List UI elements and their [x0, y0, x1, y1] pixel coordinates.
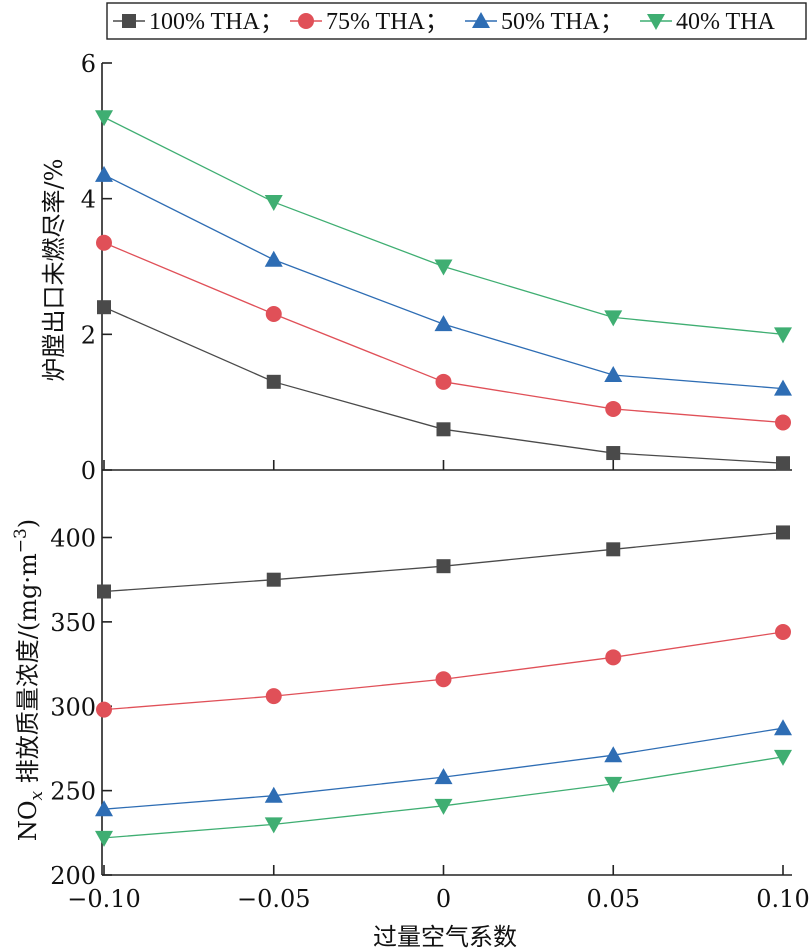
nox-label-part: NO — [14, 800, 42, 841]
top-data-point — [265, 305, 282, 322]
x-tick-label: −0.10 — [67, 885, 141, 913]
bottom-y-tick-label: 400 — [50, 525, 96, 553]
top-data-point — [604, 310, 623, 327]
top-data-point — [434, 315, 453, 332]
bottom-data-point — [96, 701, 112, 718]
bottom-y-tick-label: 250 — [50, 778, 96, 806]
top-data-point — [606, 446, 621, 461]
bottom-y-tick-label: 300 — [50, 693, 96, 721]
bottom-data-point — [435, 671, 452, 688]
top-data-point — [774, 327, 792, 344]
legend-marker — [472, 12, 490, 28]
bottom-data-point — [775, 624, 791, 640]
top-data-point — [605, 400, 622, 417]
top-y-tick-label: 2 — [81, 321, 96, 349]
top-data-point — [97, 300, 111, 315]
bottom-data-point — [264, 786, 283, 803]
bottom-panel-y-axis-title: NOx 排放质量浓度/(mg·m−3) — [11, 519, 47, 841]
nox-subscript: x — [27, 790, 47, 800]
top-data-point — [95, 110, 113, 127]
bottom-panel-plot — [95, 525, 792, 847]
bottom-data-point — [95, 830, 113, 847]
top-data-point — [266, 374, 281, 389]
top-panel-y-axis-title: 炉膛出口未燃尽率/% — [40, 159, 68, 382]
legend-marker — [647, 14, 665, 30]
bottom-data-point — [95, 800, 113, 817]
top-y-tick-label: 6 — [81, 50, 96, 78]
x-tick-label: 0.05 — [587, 885, 640, 913]
top-data-point — [264, 195, 283, 212]
bottom-data-point — [434, 798, 453, 815]
bottom-y-tick-label: 200 — [50, 862, 96, 890]
top-data-point — [604, 366, 623, 383]
legend: 100% THA； 75% THA； 50% THA； 40% THA — [106, 2, 807, 40]
top-data-point — [775, 414, 791, 431]
bottom-data-point — [436, 559, 451, 574]
bottom-data-point — [97, 584, 111, 599]
legend-marker — [122, 14, 136, 28]
bottom-data-point — [434, 768, 453, 785]
legend-label: 100% THA； — [149, 9, 284, 35]
bottom-data-point — [774, 749, 792, 766]
top-data-point — [95, 165, 113, 182]
top-data-point — [435, 373, 452, 390]
top-data-point — [96, 234, 112, 251]
bottom-data-point — [606, 542, 621, 557]
legend-box — [106, 2, 807, 40]
x-axis-title: 过量空气系数 — [373, 923, 517, 951]
top-data-point — [774, 379, 792, 396]
bottom-series-line-1 — [103, 631, 784, 711]
x-tick-label: 0.10 — [756, 885, 809, 913]
bottom-data-point — [265, 688, 282, 705]
legend-label: 50% THA； — [501, 9, 624, 35]
unit-superscript: −3 — [11, 528, 31, 553]
axes: 0 2 4 6 200 250 300 350 400 −0.10 −0.05 0 0.05 0.10 — [50, 50, 810, 913]
bottom-data-point — [604, 746, 623, 763]
x-tick-label: 0 — [436, 885, 451, 913]
bottom-data-point — [605, 649, 622, 666]
top-panel-plot — [95, 110, 792, 471]
top-y-tick-label: 0 — [81, 457, 96, 485]
legend-marker — [298, 13, 314, 29]
nox-unit-part: 排放质量浓度/(mg·m — [14, 553, 42, 791]
top-series-line-2 — [103, 174, 784, 390]
bottom-data-point — [264, 817, 283, 834]
top-y-tick-label: 4 — [81, 186, 96, 214]
legend-label: 40% THA — [676, 9, 776, 35]
bottom-data-point — [774, 719, 792, 736]
top-data-point — [264, 250, 283, 267]
unit-close-paren: ) — [14, 519, 42, 528]
bottom-y-tick-label: 350 — [50, 609, 96, 637]
x-tick-label: −0.05 — [237, 885, 311, 913]
legend-label: 75% THA； — [326, 9, 449, 35]
bottom-data-point — [604, 776, 623, 793]
top-data-point — [436, 422, 451, 437]
top-data-point — [776, 456, 790, 471]
bottom-data-point — [776, 525, 790, 540]
top-data-point — [434, 259, 453, 276]
bottom-data-point — [266, 572, 281, 587]
